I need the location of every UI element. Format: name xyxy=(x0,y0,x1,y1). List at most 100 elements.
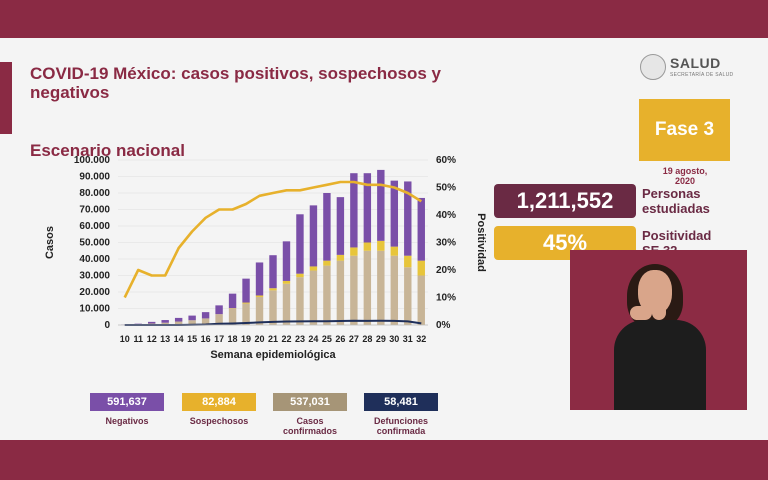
bar-confirmados xyxy=(255,296,264,325)
x-tick-label: 22 xyxy=(281,334,291,344)
x-tick-label: 11 xyxy=(133,334,143,344)
bar-negativos xyxy=(417,197,425,261)
seal-icon xyxy=(640,54,666,80)
bar-sospechosos xyxy=(417,260,425,276)
bar-negativos xyxy=(174,317,183,322)
bar-negativos xyxy=(296,214,304,274)
x-tick-label: 24 xyxy=(308,334,318,344)
bar-negativos xyxy=(404,181,412,256)
bar-confirmados xyxy=(377,250,385,325)
x-tick-label: 23 xyxy=(295,334,305,344)
y-axis-label: Casos xyxy=(44,226,56,259)
accent-strip xyxy=(0,62,12,134)
x-tick-label: 25 xyxy=(322,334,332,344)
x-tick-label: 14 xyxy=(174,334,184,344)
x-tick-label: 17 xyxy=(214,334,224,344)
y-tick-label: 10.000 xyxy=(79,304,110,315)
x-tick-label: 19 xyxy=(241,334,251,344)
bar-negativos xyxy=(188,315,196,321)
y2-tick-label: 30% xyxy=(436,238,456,249)
y2-tick-label: 10% xyxy=(436,293,456,304)
page-subtitle: Escenario nacional xyxy=(30,141,185,160)
y2-tick-label: 0% xyxy=(436,320,451,331)
bar-confirmados xyxy=(242,303,250,325)
x-tick-label: 32 xyxy=(416,334,426,344)
cases-chart: 0 10.000 20.000 30.000 40.000 50.000 60.000 70.… xyxy=(44,155,487,361)
summary-label: Negativos xyxy=(105,416,149,426)
summary-value: 591,637 xyxy=(90,393,164,411)
y-tick-label: 0 xyxy=(104,320,110,331)
bar-sospechosos xyxy=(282,280,291,284)
studied-label-1: Personas xyxy=(642,186,701,201)
y-tick-label: 100.000 xyxy=(74,155,111,166)
summary-value: 537,031 xyxy=(273,393,347,411)
bar-negativos xyxy=(228,293,237,309)
y2-tick-label: 50% xyxy=(436,183,456,194)
y-tick-label: 40.000 xyxy=(79,254,110,265)
bar-sospechosos xyxy=(309,266,318,271)
logo-secretary: SECRETARÍA DE SALUD xyxy=(670,72,734,78)
y2-tick-label: 20% xyxy=(436,265,456,276)
y2-tick-label: 60% xyxy=(436,155,456,166)
bar-confirmados xyxy=(228,308,237,325)
bar-confirmados xyxy=(417,275,425,325)
bar-confirmados xyxy=(282,283,291,325)
bar-negativos xyxy=(377,169,385,241)
interpreter-hand xyxy=(652,300,666,320)
bar-confirmados xyxy=(215,314,223,325)
x-axis-label: Semana epidemiológica xyxy=(210,349,336,361)
summary-label: Casos confirmados xyxy=(282,416,337,436)
bar-negativos xyxy=(201,312,210,319)
bar-confirmados xyxy=(309,270,318,325)
bar-sospechosos xyxy=(255,295,264,297)
y-tick-label: 80.000 xyxy=(79,188,110,199)
bar-sospechosos xyxy=(336,254,345,261)
studied-label: Personas estudiadas xyxy=(642,186,710,216)
date-line-1: 19 agosto, xyxy=(662,166,708,176)
bar-sospechosos xyxy=(296,273,304,278)
bar-negativos xyxy=(269,255,277,289)
bar-sospechosos xyxy=(404,255,412,268)
x-tick-label: 21 xyxy=(268,334,278,344)
x-tick-label: 16 xyxy=(201,334,211,344)
page-title: COVID-19 México: casos positivos, sospec… xyxy=(30,64,441,102)
bar-confirmados xyxy=(363,250,372,325)
x-tick-label: 13 xyxy=(160,334,170,344)
studied-label-2: estudiadas xyxy=(642,201,710,216)
logo-brand: SALUD xyxy=(670,55,721,71)
interpreter-body xyxy=(614,320,706,410)
y-tick-label: 90.000 xyxy=(79,172,110,183)
x-tick-label: 30 xyxy=(389,334,399,344)
x-tick-label: 27 xyxy=(349,334,359,344)
bar-negativos xyxy=(323,193,331,261)
studied-value: 1,211,552 xyxy=(494,184,636,218)
y-tick-label: 70.000 xyxy=(79,205,110,216)
bar-confirmados xyxy=(350,255,358,325)
x-tick-label: 15 xyxy=(187,334,197,344)
bar-confirmados xyxy=(323,265,331,325)
x-tick-label: 28 xyxy=(362,334,372,344)
sign-language-interpreter xyxy=(570,250,747,410)
y-tick-label: 50.000 xyxy=(79,238,110,249)
bar-negativos xyxy=(309,205,318,267)
salud-logo: SALUD SECRETARÍA DE SALUD xyxy=(640,54,735,80)
bar-sospechosos xyxy=(323,260,331,266)
summary-label: Defunciones confirmada xyxy=(373,416,428,436)
bar-negativos xyxy=(336,197,345,255)
positivity-label-1: Positividad xyxy=(642,228,712,243)
bar-confirmados xyxy=(174,321,183,325)
bar-sospechosos xyxy=(350,247,358,256)
bar-confirmados xyxy=(161,322,169,325)
date-line-2: 2020 xyxy=(674,176,696,186)
bar-sospechosos xyxy=(377,240,385,251)
x-tick-label: 29 xyxy=(376,334,386,344)
x-tick-label: 20 xyxy=(255,334,265,344)
bar-confirmados xyxy=(404,267,412,325)
summary-value: 58,481 xyxy=(364,393,438,411)
bar-sospechosos xyxy=(242,302,250,304)
interpreter-hand xyxy=(630,306,652,320)
bar-negativos xyxy=(363,173,372,243)
summary-label: Sospechosos xyxy=(189,416,249,426)
summary-value: 82,884 xyxy=(182,393,256,411)
x-tick-label: 10 xyxy=(120,334,130,344)
